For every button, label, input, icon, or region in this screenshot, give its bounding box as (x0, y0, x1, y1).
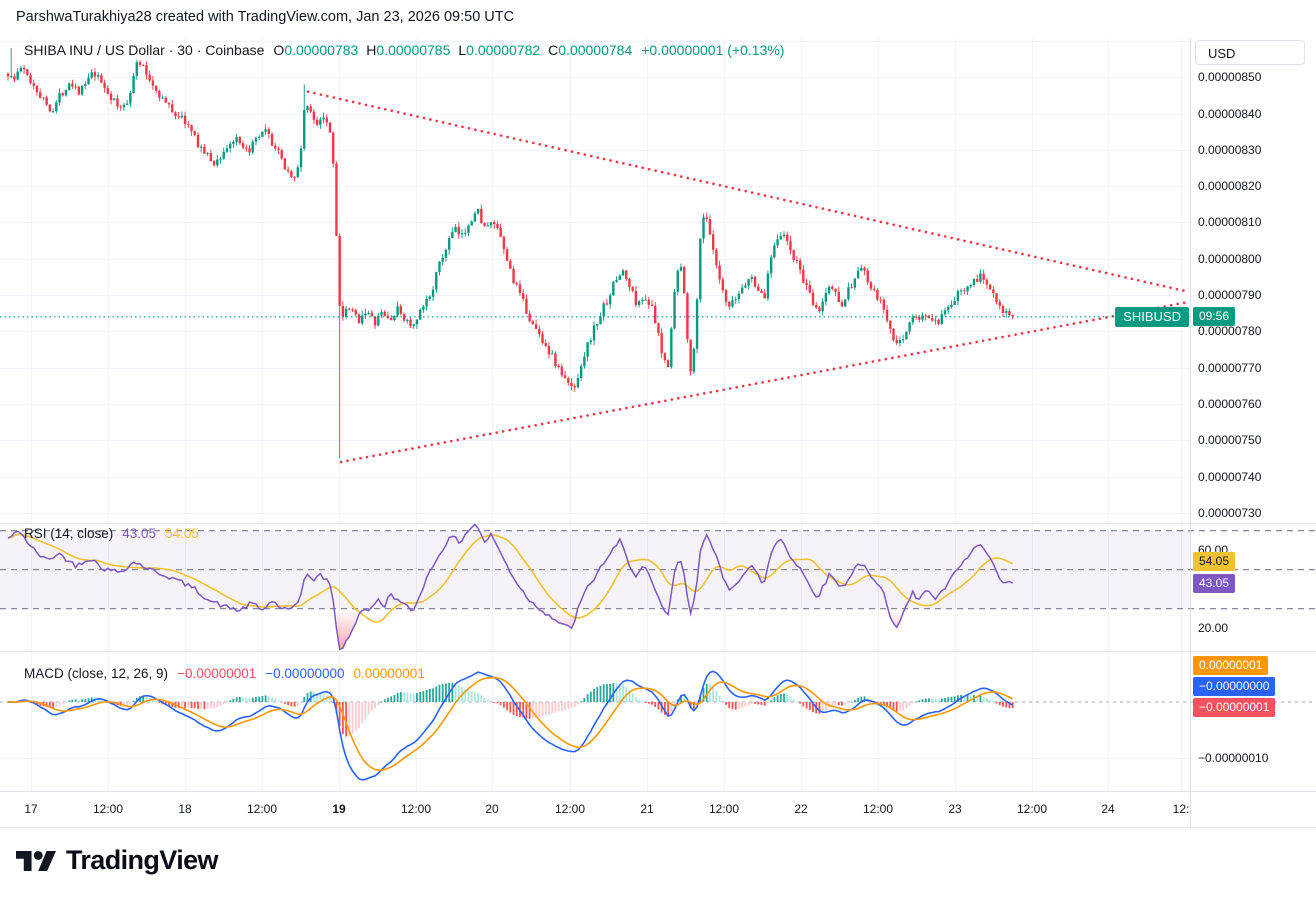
symbol-price-label: SHIBUSD (1115, 306, 1189, 327)
rsi-title[interactable]: RSI (14, close) (24, 526, 114, 541)
ohlc-values: O0.00000783 H0.00000785 L0.00000782 C0.0000… (273, 42, 632, 58)
ohlc-item: C0.00000784 (548, 42, 633, 58)
time-axis-separator (0, 791, 1316, 792)
time-axis-label: 24 (1101, 802, 1115, 816)
ohlc-item: O0.00000783 (273, 42, 359, 58)
time-axis-label: 12:00 (92, 802, 124, 816)
price-axis-label: 0.00000810 (1198, 215, 1262, 230)
chart-bottom-border (0, 827, 1316, 828)
time-axis-label: 12:00 (246, 802, 278, 816)
chart-canvas[interactable] (0, 0, 1316, 830)
price-axis-label: 0.00000790 (1198, 288, 1262, 303)
price-axis-label: 0.00000760 (1198, 396, 1262, 411)
macd-values: −0.00000001 −0.00000000 0.00000001 (177, 666, 425, 681)
rsi-legend: RSI (14, close) 43.05 54.05 (24, 526, 199, 541)
time-axis-label: 19 (332, 802, 346, 816)
price-axis-label: 0.00000770 (1198, 360, 1262, 375)
time-axis-label: 17 (24, 802, 38, 816)
macd-value: 0.00000001 (353, 666, 425, 681)
time-axis-label: 12:00 (862, 802, 894, 816)
price-axis-label: 0.00000730 (1198, 505, 1262, 520)
macd-signal-badge: 0.00000001 (1193, 656, 1269, 675)
rsi-ma-badge: 54.05 (1193, 552, 1236, 572)
price-axis-label: 0.00000840 (1198, 106, 1262, 121)
pane-separator-rsi-macd[interactable] (0, 651, 1316, 652)
symbol-legend: SHIBA INU / US Dollar · 30 · Coinbase O0… (24, 42, 784, 58)
price-axis-separator (1190, 38, 1191, 828)
time-axis-label: 12: (1172, 802, 1190, 816)
time-axis-label: 18 (178, 802, 192, 816)
price-axis-label: 0.00000780 (1198, 324, 1262, 339)
time-axis-label: 21 (640, 802, 654, 816)
countdown-badge: 09:56 (1193, 306, 1236, 326)
macd-axis-label: −0.00000010 (1198, 750, 1269, 765)
time-axis-label: 12:00 (708, 802, 740, 816)
ohlc-item: L0.00000782 (458, 42, 541, 58)
time-axis-label: 12:00 (554, 802, 586, 816)
macd-legend: MACD (close, 12, 26, 9) −0.00000001 −0.00… (24, 666, 425, 681)
macd-line-badge: −0.00000000 (1193, 677, 1276, 696)
ohlc-item: H0.00000785 (366, 42, 451, 58)
symbol-title[interactable]: SHIBA INU / US Dollar · 30 · Coinbase (24, 42, 265, 58)
time-axis-label: 12:00 (400, 802, 432, 816)
time-axis-label: 20 (485, 802, 499, 816)
price-axis-label: 0.00000740 (1198, 469, 1262, 484)
rsi-value: 43.05 (122, 526, 157, 541)
change-value: +0.00000001 (+0.13%) (641, 42, 785, 58)
price-axis-label: 0.00000830 (1198, 142, 1262, 157)
attribution-header: ParshwaTurakhiya28 created with TradingV… (16, 9, 515, 25)
time-axis-label: 22 (794, 802, 808, 816)
time-axis-label: 12:00 (1016, 802, 1048, 816)
price-axis-label: 0.00000820 (1198, 179, 1262, 194)
time-axis-label: 23 (948, 802, 962, 816)
pane-separator-main-rsi[interactable] (0, 523, 1316, 524)
tradingview-logo-text: TradingView (66, 845, 219, 875)
rsi-axis-label: 20.00 (1198, 621, 1229, 636)
tradingview-logo-icon (16, 850, 56, 871)
price-axis-label: 0.00000800 (1198, 251, 1262, 266)
price-axis-label: 0.00000850 (1198, 70, 1262, 85)
macd-hist-badge: −0.00000001 (1193, 698, 1276, 717)
rsi-ma-value: 54.05 (165, 526, 199, 541)
tradingview-logo[interactable]: TradingView (16, 845, 219, 876)
currency-usd-button[interactable]: USD (1195, 40, 1305, 65)
macd-value: −0.00000000 (265, 666, 345, 681)
macd-value: −0.00000001 (177, 666, 257, 681)
macd-title[interactable]: MACD (close, 12, 26, 9) (24, 666, 169, 681)
time-axis[interactable]: 17 12:00 18 12:00 19 12:00 20 12:00 21 12:00 22 12:… (0, 791, 1190, 827)
price-axis-label: 0.00000750 (1198, 433, 1262, 448)
price-axis[interactable]: USD 0.00000850 0.00000840 0.00000830 0.0000… (1190, 38, 1316, 828)
rsi-value-badge: 43.05 (1193, 573, 1236, 593)
